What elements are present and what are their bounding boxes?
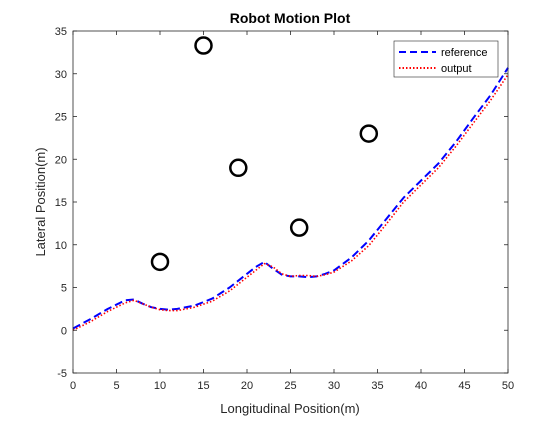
obstacle-layer <box>150 36 379 272</box>
x-tick-label: 30 <box>328 380 340 392</box>
obstacle-marker <box>229 158 248 178</box>
x-tick-label: 20 <box>241 380 253 392</box>
y-tick-label: 15 <box>55 197 67 209</box>
y-tick-label: 20 <box>55 154 67 166</box>
x-axis: 0 5 10 15 20 25 30 35 40 45 50 <box>70 31 514 392</box>
legend: reference output <box>393 40 499 78</box>
series-line-reference <box>72 67 509 330</box>
x-tick-label: 0 <box>70 380 76 392</box>
obstacle-marker <box>289 218 309 237</box>
legend-label-output: output <box>441 63 472 75</box>
x-axis-label: Longitudinal Position(m) <box>220 401 359 416</box>
y-tick-label: 35 <box>55 26 67 38</box>
y-tick-label: 10 <box>55 240 67 252</box>
y-axis-label: Lateral Position(m) <box>33 147 48 256</box>
series-line-output <box>72 74 509 332</box>
obstacle-marker <box>194 36 213 55</box>
x-tick-label: 5 <box>113 380 119 392</box>
x-tick-label: 40 <box>415 380 427 392</box>
x-tick-label: 25 <box>284 380 296 392</box>
plot-area <box>73 31 508 373</box>
x-tick-label: 45 <box>458 380 470 392</box>
chart-title: Robot Motion Plot <box>230 10 351 26</box>
y-tick-label: 0 <box>61 325 67 337</box>
y-tick-label: -5 <box>57 368 67 380</box>
y-tick-label: 5 <box>61 283 67 295</box>
x-tick-label: 15 <box>197 380 209 392</box>
legend-box <box>393 40 499 78</box>
y-axis: -5 0 5 10 15 20 25 30 35 <box>55 26 508 380</box>
y-tick-label: 25 <box>55 112 67 124</box>
legend-label-reference: reference <box>441 47 487 59</box>
x-tick-label: 35 <box>371 380 383 392</box>
obstacle-marker <box>359 124 379 143</box>
series-layer <box>72 67 509 332</box>
x-tick-label: 10 <box>154 380 166 392</box>
x-tick-label: 50 <box>502 380 514 392</box>
y-tick-label: 30 <box>55 69 67 81</box>
obstacle-marker <box>150 252 170 272</box>
